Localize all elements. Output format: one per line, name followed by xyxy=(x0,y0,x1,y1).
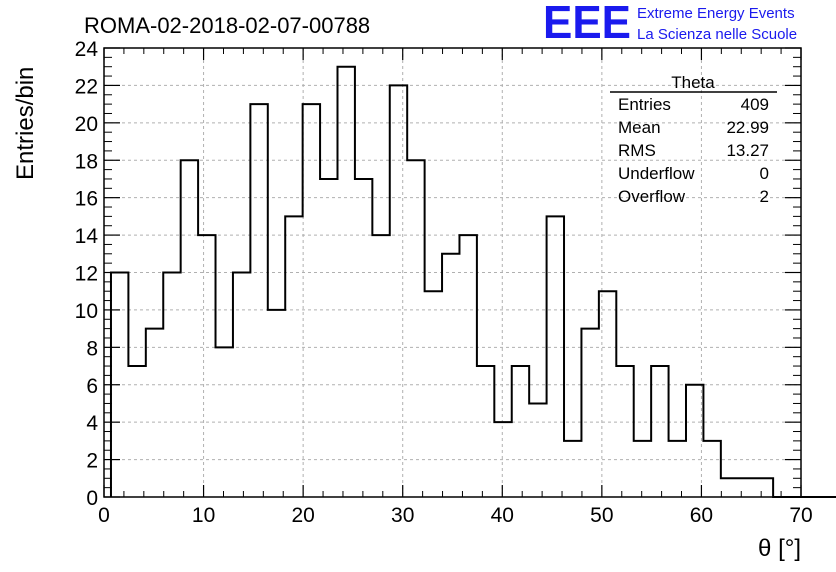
chart-title: ROMA-02-2018-02-07-00788 xyxy=(84,13,370,38)
y-tick-label: 6 xyxy=(86,375,98,398)
histogram-bin xyxy=(320,179,337,497)
y-tick-label: 8 xyxy=(86,337,98,360)
stats-value: 2 xyxy=(760,187,769,206)
eee-logo: EEE Extreme Energy Events La Scienza nel… xyxy=(543,0,797,48)
histogram-bin xyxy=(721,478,738,497)
y-tick-label: 16 xyxy=(75,188,98,211)
logo-line-2: La Scienza nelle Scuole xyxy=(637,26,797,43)
histogram-bin xyxy=(303,104,320,497)
histogram-bin xyxy=(651,366,668,497)
stats-label: Underflow xyxy=(618,164,695,183)
histogram-bin xyxy=(756,478,773,497)
stats-value: 409 xyxy=(741,95,769,114)
grid-lines xyxy=(104,48,801,497)
x-axis-label: θ [°] xyxy=(758,535,801,562)
y-tick-label: 0 xyxy=(86,487,98,510)
stats-label: RMS xyxy=(618,141,656,160)
histogram-bin xyxy=(337,67,354,497)
histogram-bin xyxy=(233,273,250,498)
logo-mark: EEE xyxy=(543,0,631,48)
x-tick-label: 60 xyxy=(690,504,713,527)
histogram-bin xyxy=(477,366,494,497)
y-tick-label: 4 xyxy=(86,412,98,435)
histogram-bin xyxy=(459,235,476,497)
stats-value: 13.27 xyxy=(726,141,769,160)
x-tick-label: 70 xyxy=(789,504,812,527)
stats-box: Theta Entries 409 Mean 22.99 RMS 13.27 Underfl… xyxy=(610,73,777,206)
histogram-bin xyxy=(268,310,285,497)
y-tick-label: 18 xyxy=(75,150,98,173)
x-tick-label: 10 xyxy=(192,504,215,527)
histogram-bin xyxy=(703,441,720,497)
histogram-bin xyxy=(146,329,163,497)
stats-label: Mean xyxy=(618,118,661,137)
x-tick-label: 0 xyxy=(98,504,110,527)
histogram-bin xyxy=(181,160,198,497)
stats-rows: Entries 409 Mean 22.99 RMS 13.27 Underflow 0 Ove… xyxy=(618,95,769,206)
histogram-bin xyxy=(616,366,633,497)
x-tick-labels: 0 10 20 30 40 50 60 70 xyxy=(98,504,813,527)
x-tick-label: 40 xyxy=(491,504,514,527)
axis-ticks xyxy=(103,47,802,498)
histogram-bin xyxy=(355,179,372,497)
stats-box-title: Theta xyxy=(671,73,715,92)
stats-value: 0 xyxy=(760,164,769,183)
histogram-bin xyxy=(285,216,302,497)
histogram-bin xyxy=(390,85,407,497)
histogram-bin xyxy=(442,254,459,497)
histogram-bin xyxy=(634,441,651,497)
histogram-bin xyxy=(686,385,703,497)
stats-label: Entries xyxy=(618,95,671,114)
plot-frame xyxy=(103,47,802,498)
histogram-bin xyxy=(599,291,616,497)
histogram-bin xyxy=(250,104,267,497)
histogram-bin xyxy=(564,441,581,497)
histogram-bin xyxy=(128,366,145,497)
y-tick-label: 24 xyxy=(75,38,99,61)
stats-value: 22.99 xyxy=(726,118,769,137)
y-tick-label: 22 xyxy=(75,75,98,98)
y-tick-label: 10 xyxy=(75,300,98,323)
y-axis-label: Entries/bin xyxy=(12,67,39,180)
y-tick-label: 12 xyxy=(75,263,98,286)
histogram-bin xyxy=(669,441,686,497)
logo-line-1: Extreme Energy Events xyxy=(637,5,795,22)
histogram-bin xyxy=(529,403,546,497)
y-tick-label: 20 xyxy=(75,113,98,136)
histogram-bin xyxy=(547,216,564,497)
histogram-bin xyxy=(198,235,215,497)
histogram-bin xyxy=(581,329,598,497)
stats-label: Overflow xyxy=(618,187,686,206)
histogram-bin xyxy=(512,366,529,497)
y-tick-label: 2 xyxy=(86,450,98,473)
histogram-bars xyxy=(109,65,836,498)
histogram-bin xyxy=(372,235,389,497)
histogram-bin xyxy=(407,160,424,497)
histogram-outline xyxy=(109,65,836,498)
histogram-bin xyxy=(425,291,442,497)
x-tick-label: 50 xyxy=(590,504,613,527)
x-tick-label: 30 xyxy=(391,504,414,527)
y-tick-label: 14 xyxy=(75,225,99,248)
x-tick-label: 20 xyxy=(291,504,314,527)
